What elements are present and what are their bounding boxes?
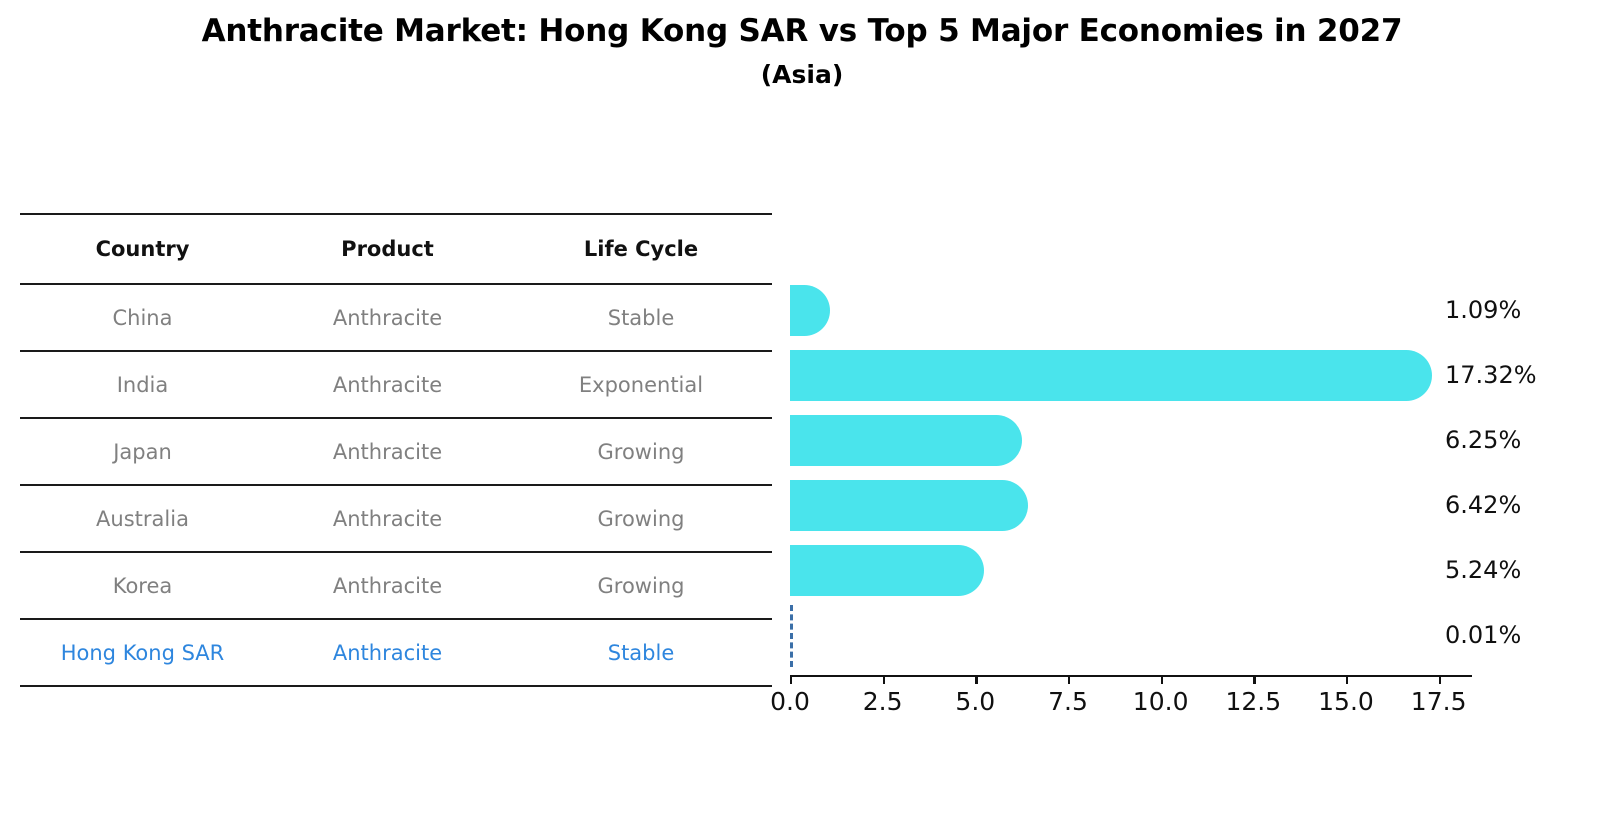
bar-row: 5.24%: [790, 538, 1521, 603]
bar-korea: [790, 545, 985, 596]
x-axis-tick-label: 15.0: [1318, 687, 1374, 716]
bar-row: 1.09%: [790, 278, 1521, 343]
x-axis-tick: [1345, 675, 1349, 684]
bar-row: 17.32%: [790, 343, 1537, 408]
table-header-row: Country Product Life Cycle: [20, 213, 772, 285]
x-axis-tick: [1438, 675, 1441, 684]
cell-product: Anthracite: [265, 284, 510, 352]
bar-chart: 1.09% 17.32% 6.25% 6.42% 5.24% 0.01% 0.0…: [770, 213, 1537, 716]
x-axis-tick-label: 17.5: [1410, 687, 1467, 716]
x-axis-line: [790, 675, 1472, 678]
bar-value-china: 1.09%: [1445, 296, 1522, 324]
x-axis-tick-label: 0.0: [770, 687, 810, 716]
bar-hong-kong-sar: [790, 605, 793, 667]
cell-country: Hong Kong SAR: [20, 619, 265, 687]
cell-country: China: [20, 284, 265, 352]
lifecycle-table: Country Product Life Cycle China Anthrac…: [20, 213, 772, 687]
cell-country: Japan: [20, 418, 265, 486]
x-axis-tick-label: 2.5: [862, 687, 903, 716]
bar-row: 6.25%: [790, 408, 1521, 473]
bar-value-japan: 6.25%: [1445, 426, 1522, 454]
table-row: Japan Anthracite Growing: [20, 418, 772, 486]
x-axis-tick-label: 10.0: [1132, 687, 1189, 716]
bar-japan: [790, 415, 1022, 466]
x-axis-tick: [882, 675, 885, 684]
cell-life-cycle: Exponential: [510, 351, 772, 419]
bar-value-korea: 5.24%: [1445, 556, 1522, 584]
cell-country: Australia: [20, 485, 265, 553]
cell-product: Anthracite: [265, 552, 510, 620]
cell-country: India: [20, 351, 265, 419]
column-header-life-cycle: Life Cycle: [510, 213, 772, 285]
cell-product: Anthracite: [265, 485, 510, 553]
column-header-product: Product: [265, 213, 510, 285]
x-axis: 0.0 2.5 5.0 7.5 10.0 12.5 15.0 17.5: [770, 675, 1480, 735]
page-title: Anthracite Market: Hong Kong SAR vs Top …: [201, 13, 1403, 49]
cell-product: Anthracite: [265, 351, 510, 419]
x-axis-tick-label: 5.0: [955, 687, 996, 716]
x-axis-tick: [1253, 675, 1256, 684]
x-axis-tick-label: 7.5: [1048, 687, 1088, 716]
table-row: Australia Anthracite Growing: [20, 485, 772, 553]
x-axis-tick: [975, 675, 978, 684]
cell-product: Anthracite: [265, 418, 510, 486]
lifecycle-table-container: Country Product Life Cycle China Anthrac…: [20, 213, 772, 687]
table-row: Korea Anthracite Growing: [20, 552, 772, 620]
x-axis-tick: [1067, 675, 1071, 684]
bar-australia: [790, 480, 1028, 531]
cell-country: Korea: [20, 552, 265, 620]
table-row: China Anthracite Stable: [20, 284, 772, 352]
bar-value-australia: 6.42%: [1445, 491, 1522, 519]
bar-row: 0.01%: [790, 603, 1521, 668]
page-subtitle: (Asia): [760, 59, 844, 89]
table-row: India Anthracite Exponential: [20, 351, 772, 419]
cell-life-cycle: Growing: [510, 418, 772, 486]
bar-value-india: 17.32%: [1445, 361, 1537, 389]
table-body: China Anthracite Stable India Anthracite…: [20, 284, 772, 687]
title-block: Anthracite Market: Hong Kong SAR vs Top …: [0, 12, 1604, 91]
x-axis-tick: [790, 675, 793, 684]
cell-life-cycle: Stable: [510, 284, 772, 352]
bar-row: 6.42%: [790, 473, 1521, 538]
bar-china: [790, 285, 831, 336]
x-axis-tick-label: 12.5: [1225, 687, 1282, 716]
cell-life-cycle: Growing: [510, 485, 772, 553]
table-header: Country Product Life Cycle: [20, 213, 772, 285]
x-axis-tick: [1160, 675, 1163, 684]
table-row-highlighted: Hong Kong SAR Anthracite Stable: [20, 619, 772, 687]
cell-life-cycle: Growing: [510, 552, 772, 620]
bar-value-hong-kong-sar: 0.01%: [1445, 621, 1522, 649]
cell-life-cycle: Stable: [510, 619, 772, 687]
bars-area: 1.09% 17.32% 6.25% 6.42% 5.24% 0.01%: [790, 278, 1537, 668]
bar-india: [790, 350, 1432, 401]
cell-product: Anthracite: [265, 619, 510, 687]
column-header-country: Country: [20, 213, 265, 285]
